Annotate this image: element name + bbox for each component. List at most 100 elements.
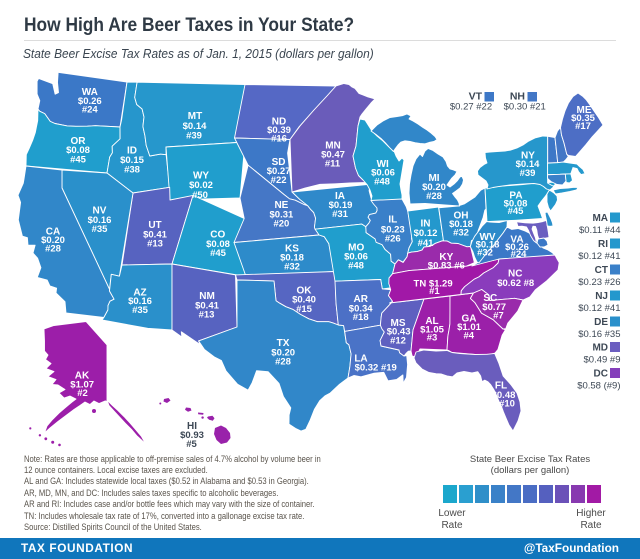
svg-text:$0.26: $0.26 (78, 96, 102, 107)
svg-text:#7: #7 (493, 311, 504, 322)
svg-text:KS: KS (285, 243, 299, 254)
svg-text:$0.12: $0.12 (414, 228, 438, 239)
svg-text:#3: #3 (427, 333, 438, 344)
svg-text:NH: NH (510, 91, 525, 103)
svg-text:MT: MT (188, 111, 202, 122)
svg-text:NY: NY (521, 150, 535, 161)
svg-text:#2: #2 (77, 388, 88, 399)
svg-text:VT: VT (469, 91, 483, 103)
svg-text:$0.49 #9: $0.49 #9 (584, 354, 621, 365)
svg-text:#12: #12 (390, 336, 406, 347)
svg-text:$0.12 #41: $0.12 #41 (578, 303, 620, 314)
svg-text:$0.93: $0.93 (180, 430, 204, 441)
svg-text:#45: #45 (508, 206, 525, 217)
svg-text:$0.30 #21: $0.30 #21 (504, 102, 546, 113)
svg-text:#5: #5 (186, 439, 197, 450)
svg-text:#35: #35 (132, 305, 149, 316)
svg-text:WA: WA (82, 87, 98, 98)
svg-text:AK: AK (75, 371, 90, 382)
svg-text:NC: NC (508, 269, 522, 280)
svg-text:#39: #39 (186, 131, 202, 142)
svg-text:$0.16: $0.16 (88, 215, 112, 226)
svg-text:$0.14: $0.14 (516, 159, 540, 170)
svg-text:WI: WI (377, 159, 389, 170)
svg-text:CA: CA (46, 226, 60, 237)
svg-text:$0.20: $0.20 (422, 182, 446, 193)
svg-text:CT: CT (595, 265, 608, 276)
svg-text:WY: WY (193, 171, 209, 182)
svg-text:#48: #48 (348, 260, 364, 271)
svg-text:ID: ID (127, 146, 137, 157)
svg-text:MA: MA (592, 213, 608, 224)
svg-text:NJ: NJ (595, 291, 608, 302)
svg-text:IN: IN (421, 219, 431, 230)
svg-text:UT: UT (148, 220, 161, 231)
svg-text:$0.32 #19: $0.32 #19 (355, 362, 397, 373)
svg-text:#15: #15 (296, 304, 313, 315)
svg-text:#32: #32 (284, 261, 300, 272)
svg-text:$0.18: $0.18 (280, 253, 304, 264)
svg-text:WV: WV (479, 232, 495, 243)
svg-text:AL: AL (425, 316, 438, 327)
svg-text:KY: KY (439, 252, 453, 263)
svg-text:TX: TX (277, 338, 290, 349)
svg-text:$0.15: $0.15 (120, 155, 144, 166)
svg-text:OH: OH (454, 210, 469, 221)
svg-text:$0.62 #8: $0.62 #8 (497, 278, 534, 289)
svg-text:#11: #11 (325, 158, 341, 169)
svg-text:$0.16 #35: $0.16 #35 (578, 329, 620, 340)
svg-text:#45: #45 (210, 248, 227, 259)
svg-text:$0.08: $0.08 (206, 239, 230, 250)
svg-text:HI: HI (187, 421, 197, 432)
svg-text:$0.31: $0.31 (270, 210, 294, 221)
svg-text:#24: #24 (82, 105, 99, 116)
svg-text:$1.01: $1.01 (457, 322, 481, 333)
svg-text:$0.47: $0.47 (321, 149, 345, 160)
svg-text:$0.83 #6: $0.83 #6 (428, 260, 465, 271)
svg-text:$0.41: $0.41 (195, 301, 219, 312)
svg-text:#41: #41 (418, 238, 435, 249)
svg-text:#17: #17 (575, 121, 591, 132)
svg-text:#18: #18 (353, 312, 369, 323)
svg-text:$0.20: $0.20 (271, 348, 295, 359)
svg-text:IA: IA (335, 191, 345, 202)
svg-text:$0.23 #26: $0.23 #26 (578, 277, 620, 288)
svg-text:ND: ND (272, 116, 286, 127)
svg-text:VA: VA (510, 234, 523, 245)
svg-text:DC: DC (594, 369, 608, 380)
svg-text:$0.12 #41: $0.12 #41 (578, 251, 620, 262)
svg-text:$0.77: $0.77 (482, 302, 506, 313)
svg-text:#28: #28 (275, 357, 291, 368)
svg-text:#28: #28 (426, 191, 442, 202)
svg-text:$0.08: $0.08 (66, 145, 90, 156)
svg-text:$0.18: $0.18 (476, 240, 500, 251)
svg-text:$0.27: $0.27 (267, 166, 291, 177)
svg-text:#31: #31 (332, 209, 349, 220)
svg-text:MI: MI (428, 173, 439, 184)
svg-text:#45: #45 (70, 154, 87, 165)
svg-text:TN $1.29: TN $1.29 (414, 279, 453, 290)
svg-text:FL: FL (495, 380, 507, 391)
svg-text:SC: SC (483, 293, 497, 304)
svg-text:#26: #26 (385, 234, 401, 245)
svg-text:#28: #28 (45, 244, 61, 255)
svg-text:ME: ME (577, 105, 592, 116)
svg-text:$0.41: $0.41 (143, 229, 167, 240)
svg-text:MS: MS (391, 318, 406, 329)
svg-text:#4: #4 (464, 331, 475, 342)
svg-text:NM: NM (199, 291, 215, 302)
svg-text:NE: NE (274, 200, 288, 211)
svg-text:MN: MN (325, 140, 341, 151)
svg-text:AZ: AZ (133, 288, 146, 299)
svg-text:MD: MD (592, 343, 608, 354)
svg-text:#16: #16 (271, 134, 287, 145)
svg-text:AR: AR (353, 294, 368, 305)
svg-text:$0.16: $0.16 (128, 296, 152, 307)
svg-text:$0.40: $0.40 (292, 295, 316, 306)
svg-text:$0.20: $0.20 (41, 235, 65, 246)
svg-text:LA: LA (354, 353, 367, 364)
svg-text:#13: #13 (199, 309, 215, 320)
svg-text:$0.06: $0.06 (344, 252, 368, 263)
svg-text:$0.18: $0.18 (449, 219, 473, 230)
svg-text:IL: IL (388, 215, 397, 226)
